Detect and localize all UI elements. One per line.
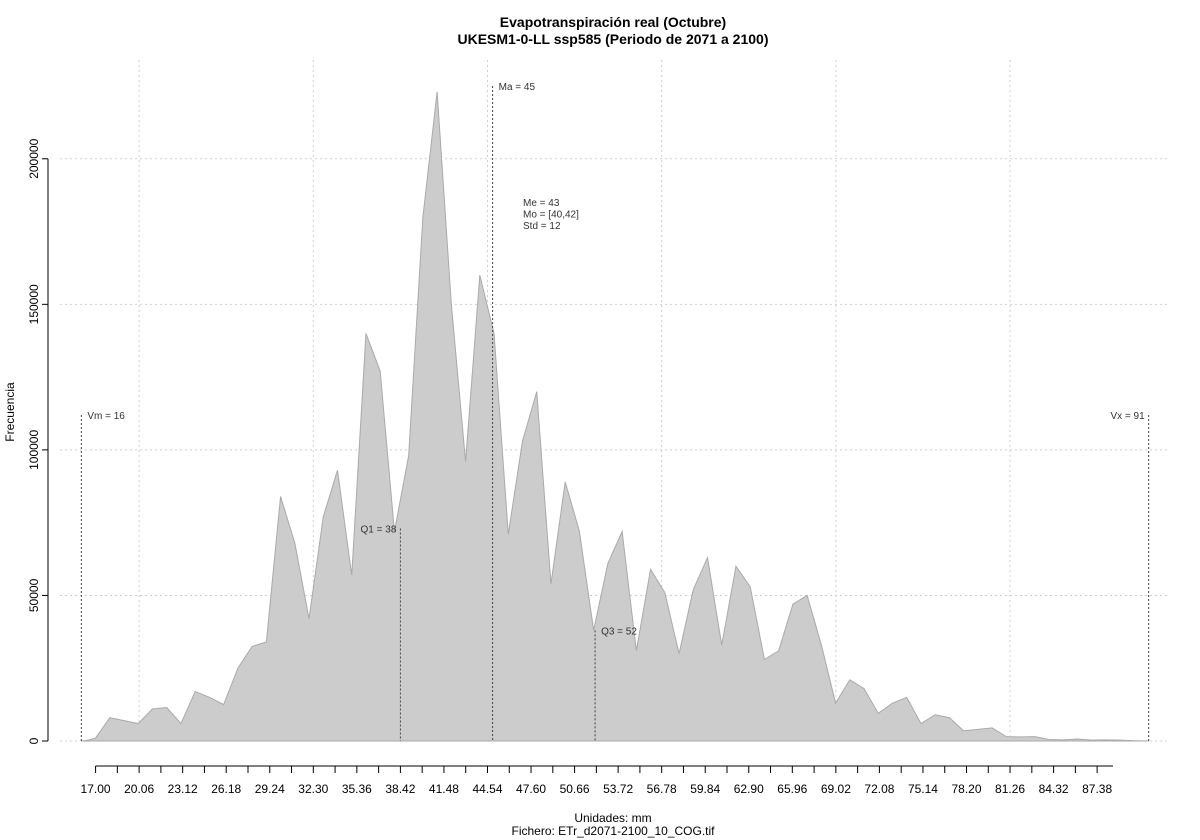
x-tick-label: 29.24 [255,782,285,796]
x-tick-label: 59.84 [690,782,720,796]
x-tick-label: 78.20 [951,782,981,796]
y-axis-title: Frecuencia [3,382,17,442]
marker-label-q1: Q1 = 38 [361,524,397,535]
marker-label-vx: Vx = 91 [1110,411,1145,422]
stats-line: Mo = [40,42] [523,210,579,221]
y-tick-label: 50000 [27,578,41,612]
file-footnote: Fichero: ETr_d2071-2100_10_COG.tif [512,824,716,838]
x-tick-label: 32.30 [298,782,328,796]
y-tick-label: 0 [27,737,41,744]
y-tick-label: 200000 [27,138,41,178]
x-tick-label: 38.42 [385,782,415,796]
stats-line: Std = 12 [523,221,561,232]
y-axis: 0 50000 100000 150000 200000 [27,138,49,744]
chart-subtitle: UKESM1-0-LL ssp585 (Periodo de 2071 a 21… [458,31,769,47]
x-tick-label: 84.32 [1039,782,1069,796]
x-tick-label: 56.78 [647,782,677,796]
chart-title: Evapotranspiración real (Octubre) [500,14,726,30]
y-tick-label: 150000 [27,284,41,324]
x-tick-label: 44.54 [472,782,502,796]
x-tick-label: 65.96 [777,782,807,796]
x-tick-label: 26.18 [211,782,241,796]
marker-label-ma: Ma = 45 [499,82,536,93]
x-tick-label: 81.26 [995,782,1025,796]
x-tick-label: 53.72 [603,782,633,796]
x-tick-label: 47.60 [516,782,546,796]
x-tick-label: 41.48 [429,782,459,796]
x-tick-label: 75.14 [908,782,938,796]
x-tick-label: 87.38 [1082,782,1112,796]
x-tick-label: 50.66 [560,782,590,796]
y-tick-label: 100000 [27,430,41,470]
x-axis: 17.00 20.06 23.12 26.18 29.24 32.30 35.36 38.42… [81,765,1113,796]
stats-line: Me = 43 [523,198,560,209]
x-tick-label: 17.00 [81,782,111,796]
x-tick-label: 20.06 [124,782,154,796]
x-tick-label: 72.08 [864,782,894,796]
marker-label-q3: Q3 = 52 [601,626,637,637]
x-tick-label: 62.90 [734,782,764,796]
x-tick-label: 23.12 [168,782,198,796]
x-tick-label: 69.02 [821,782,851,796]
statistic-markers: Vm = 16 Q1 = 38 Ma = 45 Q3 = 52 Vx = 91 [80,82,1150,741]
marker-label-vm: Vm = 16 [87,411,125,422]
frequency-area [81,91,1149,742]
x-axis-title: Unidades: mm [574,811,651,825]
x-tick-label: 35.36 [342,782,372,796]
